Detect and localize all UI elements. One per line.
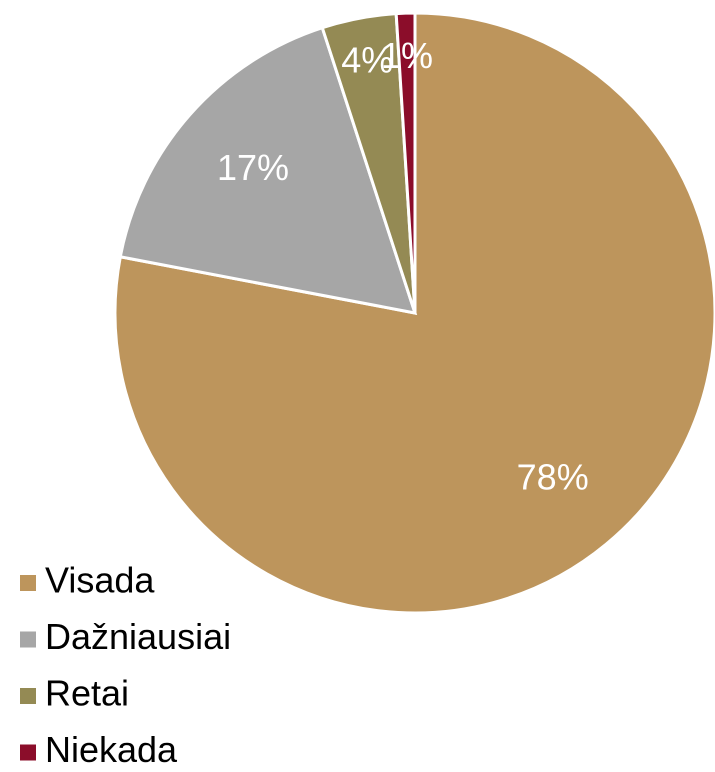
data-label-value: 17	[217, 147, 257, 188]
legend-label: Retai	[45, 673, 129, 714]
data-label-value: 78	[517, 456, 557, 497]
data-label-unit: %	[257, 147, 289, 188]
legend-swatch	[20, 744, 36, 761]
pie-slice	[113, 11, 715, 615]
data-label-value: 1	[381, 35, 401, 76]
pie-slice	[118, 25, 418, 315]
data-label: 78%	[517, 456, 589, 497]
data-label: 4%	[341, 39, 393, 80]
data-label-unit: %	[557, 456, 589, 497]
legend-label: Dažniausiai	[45, 616, 231, 657]
legend-swatch	[20, 575, 36, 591]
legend-swatch	[20, 631, 36, 648]
data-label-value: 4	[341, 39, 361, 80]
legend-label: Visada	[45, 560, 155, 601]
data-label-unit: %	[361, 39, 393, 80]
data-label: 1%	[381, 35, 433, 76]
data-label-unit: %	[401, 35, 433, 76]
legend-swatch	[20, 688, 36, 704]
data-label: 17%	[217, 147, 289, 188]
legend-label: Niekada	[45, 729, 178, 770]
pie-slice	[394, 11, 417, 314]
